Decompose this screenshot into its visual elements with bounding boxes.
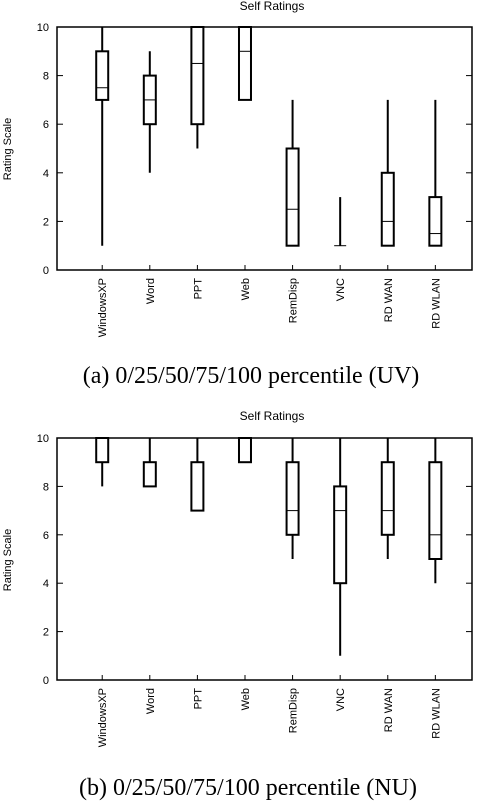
x-tick-label: Web: [240, 278, 252, 300]
x-tick-label: RD WAN: [383, 278, 395, 322]
y-tick-label: 6: [43, 119, 49, 131]
x-tick-label: Web: [240, 688, 252, 710]
x-tick-label: Word: [145, 278, 157, 304]
box-iqr: [190, 26, 205, 126]
box-iqr: [333, 485, 348, 585]
y-axis-label: Rating Scale: [2, 529, 14, 591]
box-iqr: [237, 437, 252, 464]
y-tick-label: 6: [43, 530, 49, 542]
figure-caption: (b) 0/25/50/75/100 percentile (NU): [79, 775, 417, 801]
figure-caption: (a) 0/25/50/75/100 percentile (UV): [83, 363, 420, 389]
plot-frame: [56, 437, 473, 681]
x-tick-label: VNC: [335, 278, 347, 301]
y-tick-label: 0: [43, 265, 49, 277]
box-iqr: [285, 461, 300, 536]
box-iqr: [142, 461, 157, 488]
x-tick-label: RD WLAN: [430, 278, 442, 329]
y-tick-label: 2: [43, 216, 49, 228]
y-tick-label: 8: [43, 71, 49, 83]
box-iqr: [428, 196, 443, 247]
box-iqr: [95, 437, 110, 464]
box-iqr: [190, 461, 205, 512]
box-iqr: [380, 171, 395, 247]
x-tick-label: RD WAN: [383, 688, 395, 732]
y-tick-label: 4: [43, 168, 49, 180]
x-tick-label: WindowsXP: [97, 688, 109, 747]
box-iqr: [237, 26, 252, 101]
box-iqr: [428, 461, 443, 561]
y-tick-label: 0: [43, 675, 49, 687]
x-tick-label: PPT: [192, 278, 204, 300]
plot-area: 0 2 4 6 8 10 WindowsXP Word PPT Web RemDisp VNC RD W…: [37, 22, 473, 337]
box-iqr: [95, 50, 110, 101]
x-tick-label: RD WLAN: [430, 688, 442, 739]
x-tick-label: VNC: [335, 688, 347, 711]
x-tick-label: RemDisp: [288, 688, 300, 733]
box-iqr: [285, 147, 300, 247]
x-tick-label: Word: [145, 688, 157, 714]
box-iqr: [380, 461, 395, 536]
chart-panel-uv: Self Ratings Rating Scale (a) 0/25/50/75…: [2, 0, 473, 389]
x-tick-label: WindowsXP: [97, 278, 109, 337]
chart-title: Self Ratings: [240, 409, 305, 423]
y-tick-label: 2: [43, 627, 49, 639]
plot-area: 0 2 4 6 8 10 WindowsXP Word PPT Web RemDisp VNC RD W…: [37, 433, 473, 747]
y-tick-label: 10: [37, 22, 49, 34]
plot-frame: [56, 26, 473, 271]
y-tick-label: 10: [37, 433, 49, 445]
y-axis-label: Rating Scale: [2, 118, 14, 180]
x-tick-label: RemDisp: [288, 278, 300, 323]
y-tick-label: 4: [43, 578, 49, 590]
chart-panel-nu: Self Ratings Rating Scale (b) 0/25/50/75…: [2, 409, 473, 801]
x-tick-label: PPT: [192, 688, 204, 710]
y-tick-label: 8: [43, 481, 49, 493]
chart-title: Self Ratings: [240, 0, 305, 13]
